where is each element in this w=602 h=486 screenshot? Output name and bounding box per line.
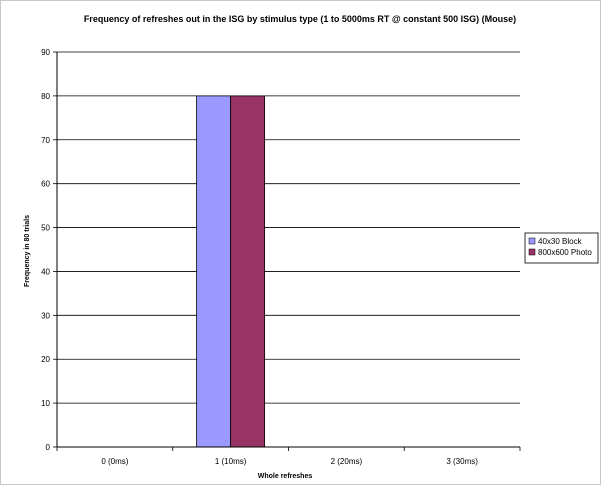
y-tick-label-80: 80 xyxy=(41,92,50,101)
y-tick-label-20: 20 xyxy=(41,355,50,364)
legend-label-1: 40x30 Block xyxy=(538,237,583,246)
y-tick-label-60: 60 xyxy=(41,180,50,189)
bars-layer xyxy=(196,95,266,448)
x-tick-label-2: 2 (20ms) xyxy=(331,457,363,466)
x-tick-label-1: 1 (10ms) xyxy=(215,457,247,466)
ticks-layer: 0 10 20 30 40 50 60 70 80 90 0 (0ms) 1 (10ms) 2 (20m… xyxy=(41,48,478,466)
chart-title: Frequency of refreshes out in the ISG by… xyxy=(84,14,516,24)
y-tick-label-70: 70 xyxy=(41,136,50,145)
y-tick-label-0: 0 xyxy=(46,443,51,452)
grid-layer xyxy=(57,51,520,404)
bar-2-1 xyxy=(230,95,266,448)
y-tick-label-90: 90 xyxy=(41,48,50,57)
y-tick-label-50: 50 xyxy=(41,224,50,233)
x-tick-label-0: 0 (0ms) xyxy=(101,457,128,466)
y-tick-label-30: 30 xyxy=(41,311,50,320)
legend: 40x30 Block 800x600 Photo xyxy=(524,232,599,264)
y-tick-label-10: 10 xyxy=(41,399,50,408)
bar-1-1 xyxy=(196,95,232,448)
x-tick-label-3: 3 (30ms) xyxy=(446,457,478,466)
legend-swatch-2 xyxy=(528,248,536,256)
x-axis-label: Whole refreshes xyxy=(258,473,313,480)
y-tick-label-40: 40 xyxy=(41,267,50,276)
legend-box xyxy=(524,232,599,264)
legend-swatch-1 xyxy=(528,237,536,245)
legend-label-2: 800x600 Photo xyxy=(538,248,592,257)
axes-layer xyxy=(53,51,521,451)
y-axis-label: Frequency in 80 trials xyxy=(24,215,31,287)
